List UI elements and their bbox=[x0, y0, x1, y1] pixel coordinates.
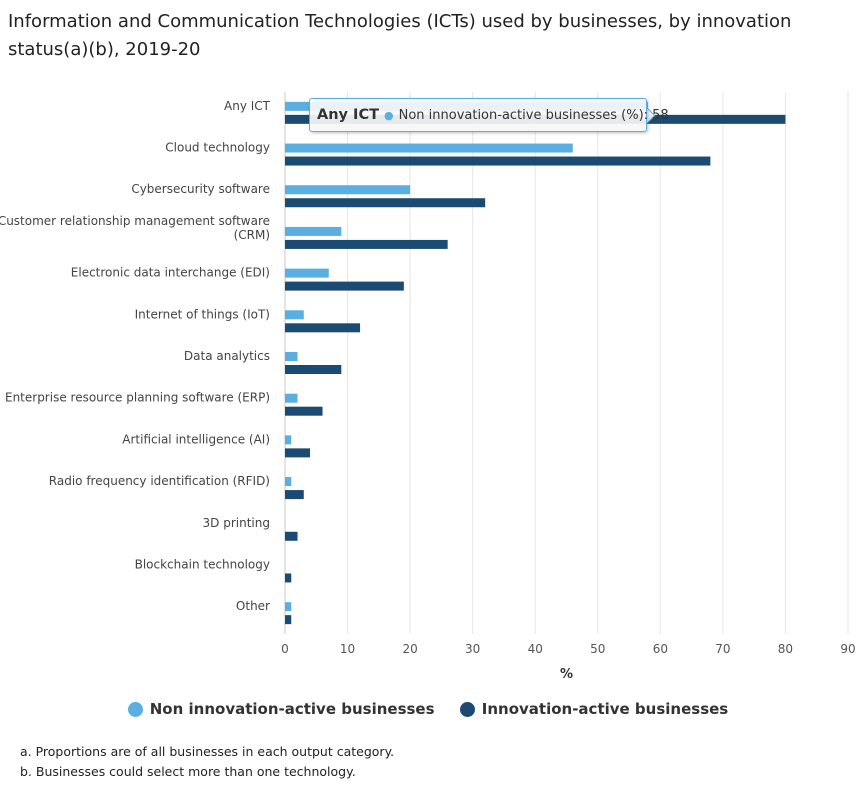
footnote-b: b. Businesses could select more than one… bbox=[20, 764, 356, 779]
legend: Non innovation-active businesses Innovat… bbox=[0, 700, 856, 721]
footnotes: a. Proportions are of all businesses in … bbox=[20, 742, 394, 782]
legend-label: Non innovation-active businesses bbox=[149, 700, 435, 718]
bar-non-innovation-active bbox=[285, 477, 292, 487]
bar-innovation-active bbox=[285, 281, 404, 291]
x-tick-label: 70 bbox=[715, 642, 730, 656]
bar-innovation-active bbox=[285, 573, 292, 583]
bar-innovation-active bbox=[285, 156, 711, 166]
x-tick-label: 20 bbox=[402, 642, 417, 656]
x-tick-label: 10 bbox=[340, 642, 355, 656]
bar-non-innovation-active bbox=[285, 602, 292, 612]
bar-innovation-active bbox=[285, 448, 311, 458]
legend-item-non-innovation-active[interactable]: Non innovation-active businesses bbox=[127, 700, 435, 718]
bar-innovation-active bbox=[285, 239, 448, 249]
x-tick-label: 60 bbox=[653, 642, 668, 656]
bar-non-innovation-active bbox=[285, 352, 298, 361]
tooltip-series-dot-icon: ● bbox=[383, 108, 394, 122]
bar-non-innovation-active bbox=[285, 310, 304, 320]
bar-non-innovation-active bbox=[285, 393, 298, 403]
bar-innovation-active bbox=[285, 490, 304, 500]
bar-non-innovation-active bbox=[285, 143, 573, 153]
category-label: (CRM) bbox=[234, 228, 270, 242]
bar-non-innovation-active bbox=[285, 435, 292, 445]
category-label: Customer relationship management softwar… bbox=[0, 214, 270, 228]
bar-innovation-active bbox=[285, 323, 361, 333]
bar-innovation-active bbox=[285, 365, 342, 374]
legend-label: Innovation-active businesses bbox=[481, 700, 729, 718]
x-tick-label: 90 bbox=[840, 642, 855, 656]
bar-non-innovation-active bbox=[285, 185, 411, 195]
category-label: Internet of things (IoT) bbox=[135, 307, 270, 321]
x-tick-label: 50 bbox=[590, 642, 605, 656]
category-label: Cybersecurity software bbox=[131, 182, 270, 196]
category-label: Radio frequency identification (RFID) bbox=[49, 474, 270, 488]
category-label: 3D printing bbox=[203, 516, 270, 530]
footnote-a: a. Proportions are of all businesses in … bbox=[20, 744, 395, 759]
bar-innovation-active bbox=[285, 198, 486, 208]
chart-title: Information and Communication Technologi… bbox=[8, 11, 792, 60]
bar-innovation-active bbox=[285, 615, 292, 625]
tooltip-category: Any ICT bbox=[317, 107, 379, 123]
category-label: Cloud technology bbox=[165, 141, 270, 155]
bar-innovation-active bbox=[285, 531, 298, 541]
category-label: Other bbox=[236, 599, 270, 613]
category-label: Data analytics bbox=[184, 349, 270, 363]
x-axis-title: % bbox=[560, 667, 573, 682]
bar-non-innovation-active bbox=[285, 268, 329, 278]
legend-dot-icon bbox=[459, 701, 475, 717]
tooltip: Any ICT ● Non innovation-active business… bbox=[309, 98, 669, 132]
x-tick-label: 80 bbox=[778, 642, 793, 656]
category-label: Artificial intelligence (AI) bbox=[122, 432, 270, 446]
bar-non-innovation-active bbox=[285, 226, 342, 236]
x-tick-label: 30 bbox=[465, 642, 480, 656]
x-tick-label: 40 bbox=[528, 642, 543, 656]
x-tick-label: 0 bbox=[281, 642, 289, 656]
bar-innovation-active bbox=[285, 406, 323, 416]
category-label: Enterprise resource planning software (E… bbox=[5, 391, 270, 405]
category-label: Any ICT bbox=[224, 99, 271, 113]
category-label: Blockchain technology bbox=[135, 557, 270, 571]
category-label: Electronic data interchange (EDI) bbox=[71, 266, 270, 280]
tooltip-text: Non innovation-active businesses (%): 58 bbox=[398, 107, 669, 123]
legend-item-innovation-active[interactable]: Innovation-active businesses bbox=[459, 700, 729, 718]
legend-dot-icon bbox=[127, 701, 143, 717]
